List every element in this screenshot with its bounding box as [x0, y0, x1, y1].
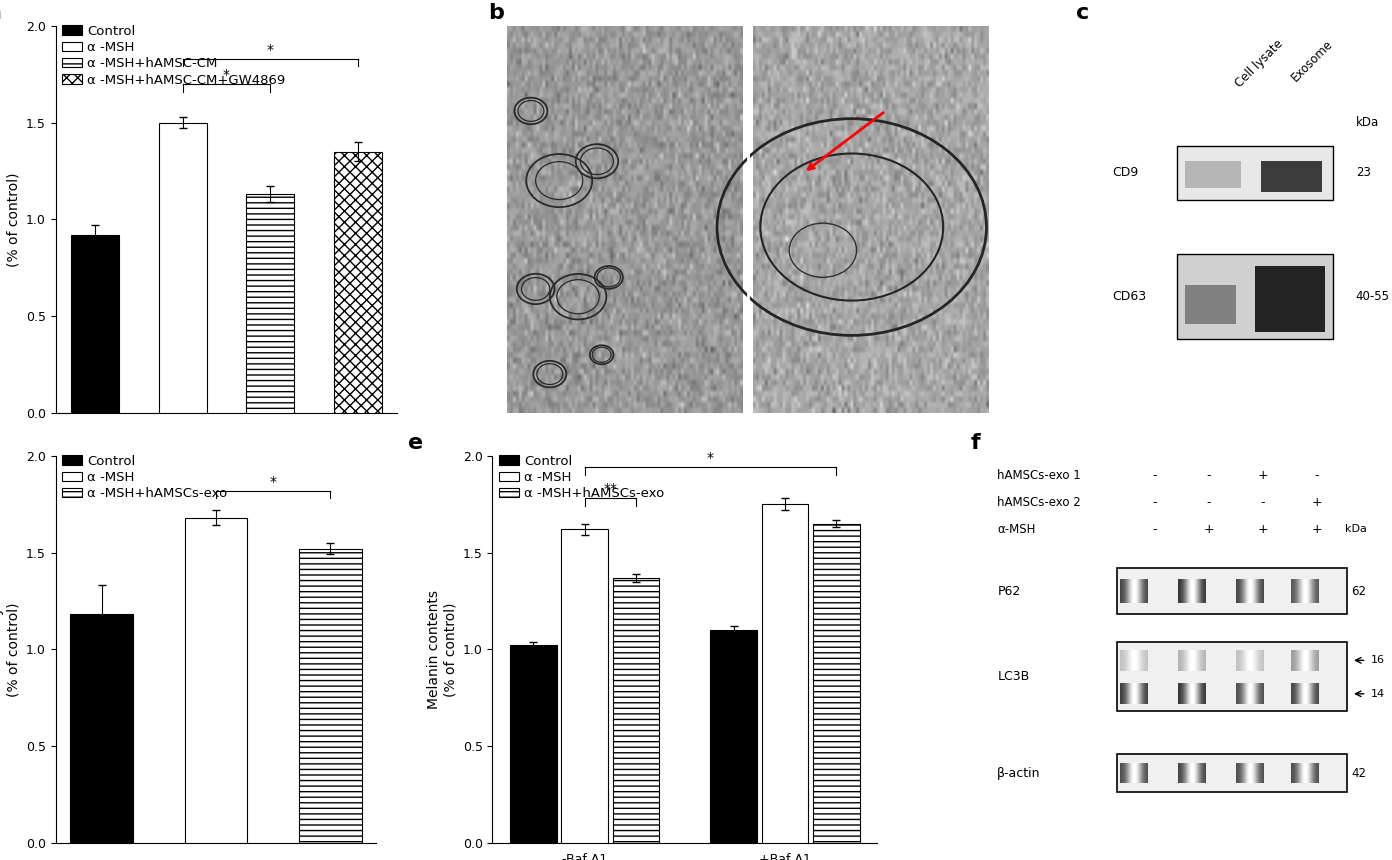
Text: **: ** [603, 482, 617, 496]
Y-axis label: Melanin contents
(% of control): Melanin contents (% of control) [427, 590, 457, 709]
Text: +: + [1257, 469, 1268, 482]
Bar [1186, 162, 1242, 188]
Legend: Control, α -MSH, α -MSH+hAMSC-CM, α -MSH+hAMSC-CM+GW4869: Control, α -MSH, α -MSH+hAMSC-CM, α -MSH… [63, 25, 285, 87]
Text: a: a [0, 3, 3, 22]
Bar [71, 235, 120, 413]
Text: 14: 14 [1370, 689, 1385, 699]
Text: *: * [707, 452, 714, 465]
Text: hAMSCs-exo 2: hAMSCs-exo 2 [997, 495, 1082, 509]
Bar [1256, 266, 1325, 331]
Legend: Control, α -MSH, α -MSH+hAMSCs-exo: Control, α -MSH, α -MSH+hAMSCs-exo [63, 455, 228, 501]
Text: -: - [1207, 469, 1211, 482]
Bar [710, 630, 757, 843]
Text: CD63: CD63 [1112, 290, 1147, 304]
Text: Exosome: Exosome [1289, 38, 1335, 84]
Text: -: - [1260, 495, 1265, 509]
Text: 16: 16 [1370, 655, 1385, 666]
Bar [299, 549, 362, 843]
Text: kDa: kDa [1356, 116, 1379, 129]
Bar [1116, 568, 1347, 614]
Text: *: * [267, 43, 274, 57]
Text: 42: 42 [1352, 766, 1367, 780]
Y-axis label: Melanin contents
(% of control): Melanin contents (% of control) [0, 160, 21, 279]
Bar [509, 645, 557, 843]
Text: P62: P62 [997, 585, 1020, 598]
Text: +: + [1257, 523, 1268, 536]
Text: f: f [970, 433, 980, 452]
Bar [1186, 285, 1236, 323]
Text: -: - [1207, 495, 1211, 509]
Text: *: * [223, 68, 230, 82]
Bar [761, 504, 809, 843]
Text: LC3B: LC3B [997, 670, 1030, 683]
Bar [612, 578, 660, 843]
Bar [1176, 255, 1334, 339]
Text: c: c [1076, 3, 1090, 22]
Text: 62: 62 [1352, 585, 1367, 598]
Bar [1176, 146, 1334, 200]
Bar [246, 194, 294, 413]
Text: +: + [1311, 495, 1322, 509]
Bar [1116, 753, 1347, 793]
Bar [813, 524, 860, 843]
Text: 40-55: 40-55 [1356, 290, 1389, 304]
Bar [1261, 162, 1322, 193]
Text: *: * [270, 475, 277, 488]
Bar [70, 614, 134, 843]
Text: e: e [408, 433, 423, 452]
Text: CD9: CD9 [1112, 166, 1139, 180]
Text: -: - [1153, 495, 1157, 509]
Text: hAMSCs-exo 1: hAMSCs-exo 1 [997, 469, 1082, 482]
Text: α-MSH: α-MSH [997, 523, 1036, 536]
Text: b: b [489, 3, 504, 22]
Legend: Control, α -MSH, α -MSH+hAMSCs-exo: Control, α -MSH, α -MSH+hAMSCs-exo [500, 455, 664, 501]
Text: -: - [1153, 469, 1157, 482]
Text: kDa: kDa [1345, 525, 1367, 534]
Bar [561, 529, 608, 843]
Bar [159, 123, 207, 413]
Bar [1116, 642, 1347, 711]
Y-axis label: TRN activity
(% of control): TRN activity (% of control) [0, 602, 21, 697]
Bar [185, 518, 248, 843]
Text: 23: 23 [1356, 166, 1371, 180]
Text: +: + [1311, 523, 1322, 536]
Text: -: - [1153, 523, 1157, 536]
Bar [334, 151, 381, 413]
Text: Cell lysate: Cell lysate [1233, 38, 1286, 90]
Text: -: - [1314, 469, 1318, 482]
Text: β-actin: β-actin [997, 766, 1041, 780]
Text: +: + [1204, 523, 1214, 536]
